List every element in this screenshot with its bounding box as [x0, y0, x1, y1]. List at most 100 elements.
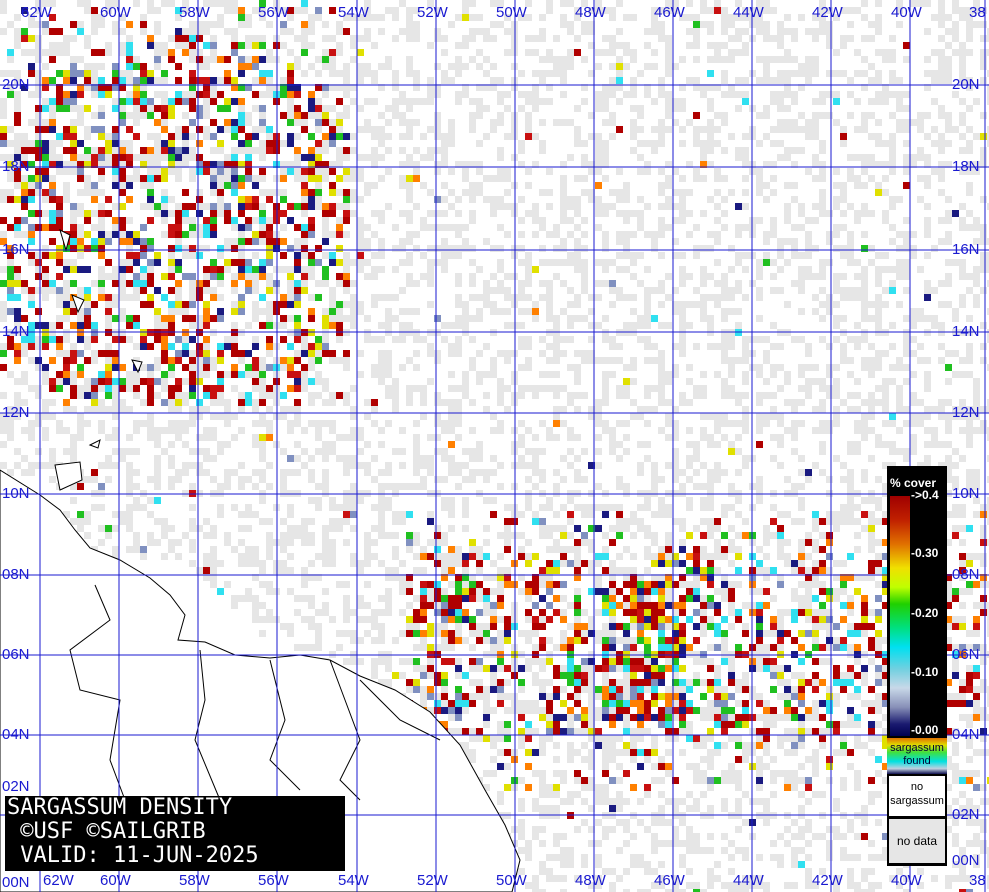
density-cell [112, 280, 119, 287]
density-cell [140, 224, 147, 231]
density-cell [91, 196, 98, 203]
density-cell [294, 525, 301, 532]
density-cell [301, 210, 308, 217]
density-cell [294, 252, 301, 259]
density-cell [798, 420, 805, 427]
density-cell [49, 399, 56, 406]
density-cell [875, 553, 882, 560]
density-cell [49, 252, 56, 259]
density-cell [378, 84, 385, 91]
density-cell [245, 112, 252, 119]
density-cell [252, 308, 259, 315]
density-cell [693, 175, 700, 182]
density-cell [861, 266, 868, 273]
density-cell [315, 182, 322, 189]
density-cell [168, 301, 175, 308]
density-cell [700, 483, 707, 490]
density-cell [224, 28, 231, 35]
density-cell [259, 210, 266, 217]
density-cell [742, 147, 749, 154]
density-cell [735, 105, 742, 112]
density-cell [462, 462, 469, 469]
density-cell [154, 455, 161, 462]
density-cell [35, 56, 42, 63]
density-cell [637, 217, 644, 224]
density-cell [952, 259, 959, 266]
density-cell [14, 133, 21, 140]
density-cell [112, 427, 119, 434]
density-cell [84, 70, 91, 77]
density-cell [532, 203, 539, 210]
density-cell [553, 70, 560, 77]
density-cell [70, 56, 77, 63]
density-cell [952, 350, 959, 357]
density-cell [315, 483, 322, 490]
density-cell [84, 84, 91, 91]
density-cell [49, 224, 56, 231]
density-cell [854, 259, 861, 266]
density-cell [784, 378, 791, 385]
density-cell [609, 119, 616, 126]
density-cell [28, 336, 35, 343]
density-cell [882, 266, 889, 273]
density-cell [525, 133, 532, 140]
density-cell [819, 21, 826, 28]
density-cell [35, 70, 42, 77]
density-cell [84, 392, 91, 399]
density-cell [833, 518, 840, 525]
density-cell [105, 7, 112, 14]
density-cell [861, 231, 868, 238]
density-cell [350, 210, 357, 217]
density-cell [231, 154, 238, 161]
density-cell [7, 252, 14, 259]
density-cell [203, 364, 210, 371]
density-cell [721, 112, 728, 119]
density-cell [630, 511, 637, 518]
density-cell [77, 511, 84, 518]
density-cell [742, 378, 749, 385]
density-cell [175, 308, 182, 315]
density-cell [315, 175, 322, 182]
density-cell [98, 525, 105, 532]
density-cell [546, 287, 553, 294]
density-cell [413, 175, 420, 182]
density-cell [161, 119, 168, 126]
density-cell [735, 203, 742, 210]
density-cell [917, 154, 924, 161]
density-cell [154, 483, 161, 490]
density-cell [42, 98, 49, 105]
density-cell [189, 70, 196, 77]
density-cell [966, 350, 973, 357]
density-cell [896, 399, 903, 406]
density-cell [455, 196, 462, 203]
density-cell [196, 371, 203, 378]
density-cell [0, 7, 7, 14]
density-cell [175, 434, 182, 441]
density-cell [973, 168, 980, 175]
density-cell [805, 392, 812, 399]
density-cell [140, 553, 147, 560]
density-cell [70, 406, 77, 413]
density-cell [623, 392, 630, 399]
density-cell [413, 364, 420, 371]
density-cell [735, 252, 742, 259]
density-cell [245, 273, 252, 280]
density-cell [315, 343, 322, 350]
density-cell [322, 315, 329, 322]
density-cell [406, 252, 413, 259]
density-cell [91, 49, 98, 56]
density-cell [658, 126, 665, 133]
density-cell [98, 294, 105, 301]
density-cell [777, 413, 784, 420]
density-cell [490, 455, 497, 462]
density-cell [210, 224, 217, 231]
density-cell [154, 91, 161, 98]
density-cell [259, 238, 266, 245]
density-cell [154, 147, 161, 154]
density-cell [126, 98, 133, 105]
density-cell [847, 504, 854, 511]
density-cell [238, 147, 245, 154]
density-cell [14, 35, 21, 42]
density-cell [280, 252, 287, 259]
density-cell [630, 231, 637, 238]
